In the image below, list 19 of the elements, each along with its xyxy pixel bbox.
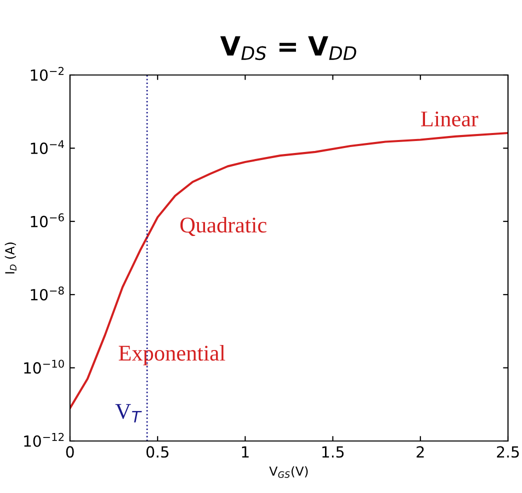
x-tick-label: 1 xyxy=(242,446,249,458)
x-tick-label: 2.5 xyxy=(496,446,519,458)
x-tick-label: 2 xyxy=(416,446,424,458)
x-tick-label: 0 xyxy=(66,446,74,458)
annotation: Quadratic xyxy=(180,216,266,236)
ref-line-label: V$_{T}$ xyxy=(115,404,142,422)
x-tick-label: 1.5 xyxy=(322,446,344,458)
x-axis-title: V$_{GS}$(V) xyxy=(269,466,308,478)
chart-title: V$_{DS}$ = V$_{DD}$ xyxy=(220,36,356,60)
y-axis-title: I$_{D}$ (A) xyxy=(4,242,16,274)
y-tick-label: 10$^{−10}$ xyxy=(24,360,64,374)
y-tick-label: 10$^{−2}$ xyxy=(30,66,64,81)
annotation: Exponential xyxy=(118,345,226,366)
y-tick-label: 10$^{−4}$ xyxy=(30,140,64,154)
y-tick-label: 10$^{−6}$ xyxy=(30,213,64,228)
y-tick-label: 10$^{−8}$ xyxy=(30,286,64,301)
x-tick-label: 0.5 xyxy=(146,446,168,458)
annotation: Linear xyxy=(421,112,478,126)
y-tick-label: 10$^{−12}$ xyxy=(24,432,64,447)
